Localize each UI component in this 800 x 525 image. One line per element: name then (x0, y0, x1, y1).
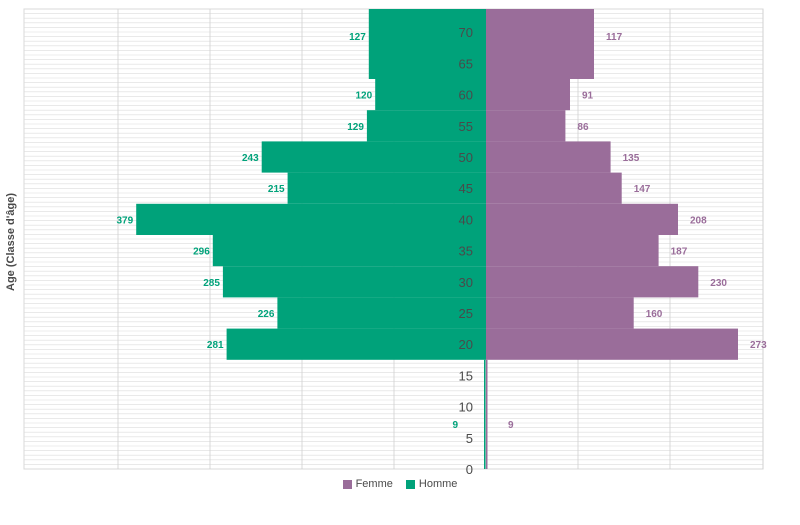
data-label-femme-4: 187 (671, 247, 688, 258)
data-label-femme-0: 9 (508, 420, 514, 431)
data-label-femme-1: 273 (750, 340, 767, 351)
data-label-homme-6: 215 (268, 184, 285, 195)
bar-femme-7 (486, 141, 611, 173)
bar-homme-1 (226, 328, 486, 360)
bar-homme-9 (375, 79, 486, 111)
bar-homme-10 (368, 9, 486, 79)
bar-homme-5 (136, 203, 486, 235)
y-axis-label: Age (Classe d'âge) (5, 193, 17, 291)
age-tick-55: 55 (459, 119, 473, 134)
data-label-homme-8: 129 (347, 122, 364, 133)
age-tick-0: 0 (466, 462, 473, 477)
legend-swatch-femme (342, 479, 352, 489)
age-tick-60: 60 (459, 88, 473, 103)
age-tick-65: 65 (459, 56, 473, 71)
age-tick-15: 15 (459, 368, 473, 383)
legend-label-homme: Homme (418, 478, 458, 490)
age-tick-40: 40 (459, 212, 473, 227)
age-tick-10: 10 (459, 400, 473, 415)
bar-homme-0 (484, 359, 486, 469)
data-labels: 9 281 226 285 296 379 215 243 129 120 127 9 273 160 23… (117, 32, 768, 431)
bar-homme-2 (277, 297, 486, 329)
age-tick-25: 25 (459, 306, 473, 321)
legend-item-homme: Homme (405, 478, 458, 490)
data-label-homme-3: 285 (203, 278, 220, 289)
bar-homme-3 (222, 266, 486, 298)
data-label-femme-6: 147 (634, 184, 651, 195)
bar-homme-8 (366, 110, 486, 142)
data-label-homme-7: 243 (242, 153, 259, 164)
bar-femme-8 (486, 110, 566, 142)
bar-femme-9 (486, 79, 570, 111)
legend-item-femme: Femme (342, 478, 393, 490)
data-label-homme-10: 127 (349, 32, 366, 43)
chart-bars (136, 9, 738, 469)
data-label-homme-0: 9 (452, 420, 458, 431)
bar-femme-5 (486, 203, 678, 235)
chart-legend: Femme Homme (0, 478, 800, 492)
bar-femme-4 (486, 235, 659, 267)
data-label-femme-9: 91 (582, 91, 594, 102)
data-label-femme-8: 86 (577, 122, 589, 133)
age-tick-50: 50 (459, 150, 473, 165)
bar-femme-6 (486, 172, 622, 204)
bar-femme-10 (486, 9, 594, 79)
data-label-homme-4: 296 (193, 247, 210, 258)
data-label-femme-10: 117 (606, 32, 623, 43)
data-label-femme-5: 208 (690, 215, 707, 226)
bar-femme-1 (486, 328, 738, 360)
bar-femme-3 (486, 266, 699, 298)
bar-femme-0 (486, 359, 488, 469)
legend-label-femme: Femme (355, 478, 393, 490)
age-axis-ticks: 0 5 10 15 20 25 30 35 40 45 50 55 60 65 70 (459, 25, 473, 477)
data-label-femme-3: 230 (710, 278, 727, 289)
age-tick-5: 5 (466, 431, 473, 446)
data-label-femme-7: 135 (623, 153, 640, 164)
legend-swatch-homme (405, 479, 415, 489)
data-label-homme-1: 281 (207, 340, 224, 351)
bar-homme-6 (287, 172, 486, 204)
data-label-homme-9: 120 (356, 91, 373, 102)
age-tick-35: 35 (459, 244, 473, 259)
bar-homme-7 (261, 141, 486, 173)
data-label-homme-5: 379 (117, 215, 134, 226)
age-tick-45: 45 (459, 181, 473, 196)
age-tick-70: 70 (459, 25, 473, 40)
bar-femme-2 (486, 297, 634, 329)
data-label-femme-2: 160 (646, 309, 663, 320)
bar-homme-4 (212, 235, 487, 267)
data-label-homme-2: 226 (258, 309, 275, 320)
age-tick-20: 20 (459, 337, 473, 352)
age-tick-30: 30 (459, 275, 473, 290)
